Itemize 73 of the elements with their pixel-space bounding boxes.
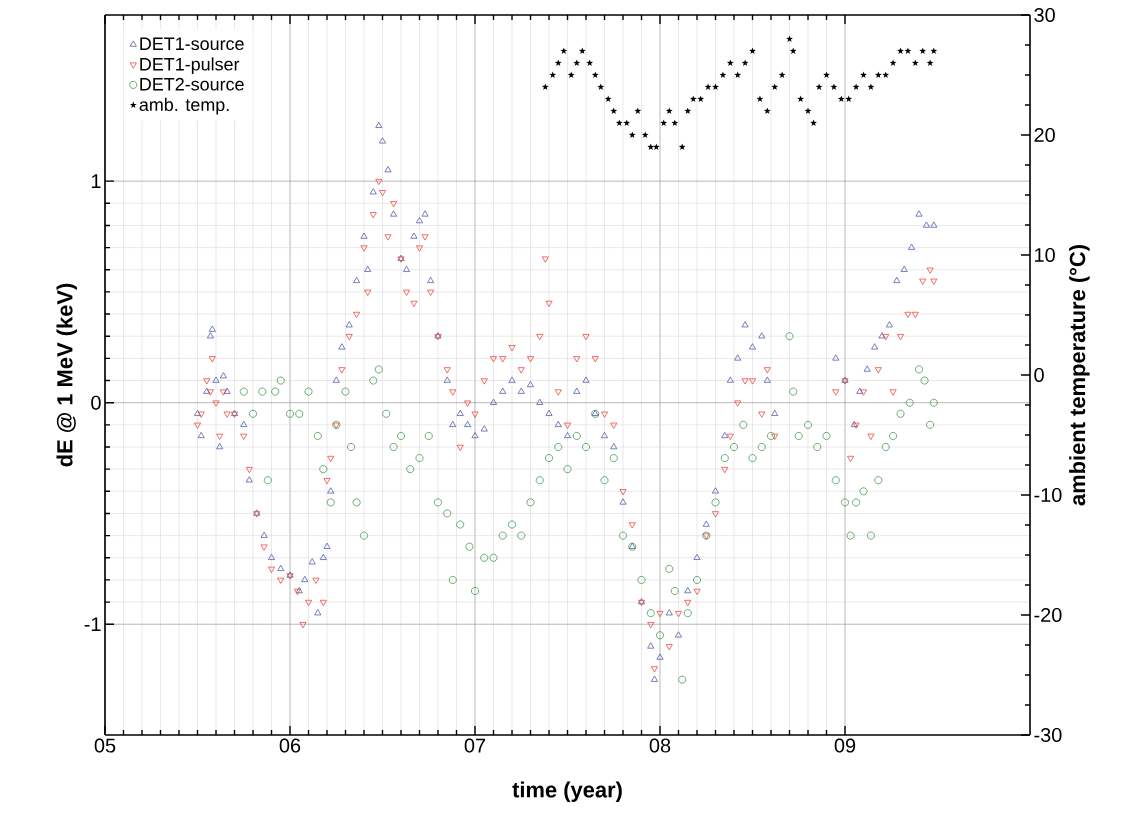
- point: [926, 59, 934, 66]
- y2-tick-label: 0: [1034, 367, 1044, 383]
- point: [573, 59, 581, 66]
- point: [641, 131, 649, 138]
- point: [734, 71, 742, 78]
- point: [689, 95, 697, 102]
- point: [778, 71, 786, 78]
- point: [719, 71, 727, 78]
- point: [804, 107, 812, 114]
- point: [604, 95, 612, 102]
- x-tick-label: 08: [649, 738, 671, 753]
- point: [615, 119, 623, 126]
- point: [771, 83, 779, 90]
- point: [671, 119, 679, 126]
- legend-label: DET1-pulser: [140, 57, 240, 75]
- point: [697, 95, 705, 102]
- point: [652, 143, 660, 150]
- y2-tick-label: 10: [1035, 247, 1055, 263]
- x-tick-label: 06: [279, 738, 301, 753]
- point: [882, 71, 890, 78]
- legend-label: DET2-source: [140, 77, 244, 91]
- y-tick-label: -1: [84, 617, 101, 632]
- legend-label: DET1-source: [140, 37, 244, 51]
- point: [665, 107, 673, 114]
- point: [763, 107, 771, 114]
- point: [741, 59, 749, 66]
- y2-axis-title: ambient temperature (°C): [1069, 245, 1090, 506]
- point: [678, 143, 686, 150]
- point: [684, 107, 692, 114]
- point: [628, 131, 636, 138]
- point: [919, 47, 927, 54]
- y-tick-label: 1: [91, 174, 101, 188]
- point: [704, 83, 712, 90]
- point: [837, 95, 845, 102]
- point: [815, 83, 823, 90]
- y-tick-label: 0: [91, 395, 101, 410]
- point: [597, 83, 605, 90]
- point: [591, 71, 599, 78]
- point: [554, 59, 562, 66]
- point: [845, 95, 853, 102]
- point: [904, 47, 912, 54]
- y-axis-title: dE @ 1 MeV (keV): [56, 283, 77, 467]
- point: [889, 59, 897, 66]
- point: [610, 107, 618, 114]
- x-axis-title: time (year): [512, 781, 622, 802]
- point: [578, 47, 586, 54]
- point: [549, 71, 557, 78]
- point: [911, 59, 919, 66]
- point: [789, 47, 797, 54]
- point: [930, 47, 938, 54]
- x-tick-label: 09: [834, 738, 856, 753]
- legend-label: amb. temp.: [139, 97, 229, 115]
- point: [586, 59, 594, 66]
- point: [560, 47, 568, 54]
- x-tick-label: 07: [464, 738, 486, 753]
- point: [660, 119, 668, 126]
- point: [874, 71, 882, 78]
- y2-tick-label: 30: [1034, 7, 1055, 23]
- point: [567, 71, 575, 78]
- y2-tick-label: -30: [1034, 727, 1062, 743]
- point: [852, 83, 860, 90]
- point: [647, 143, 655, 150]
- point: [830, 83, 838, 90]
- y2-tick-label: 20: [1034, 127, 1055, 143]
- x-tick-label: 05: [94, 738, 116, 753]
- point: [623, 119, 631, 126]
- y2-tick-label: -20: [1034, 607, 1062, 623]
- point: [756, 95, 764, 102]
- point: [726, 59, 734, 66]
- point: [634, 107, 642, 114]
- point: [541, 83, 549, 90]
- point: [867, 83, 875, 90]
- y2-tick-label: -10: [1034, 487, 1062, 503]
